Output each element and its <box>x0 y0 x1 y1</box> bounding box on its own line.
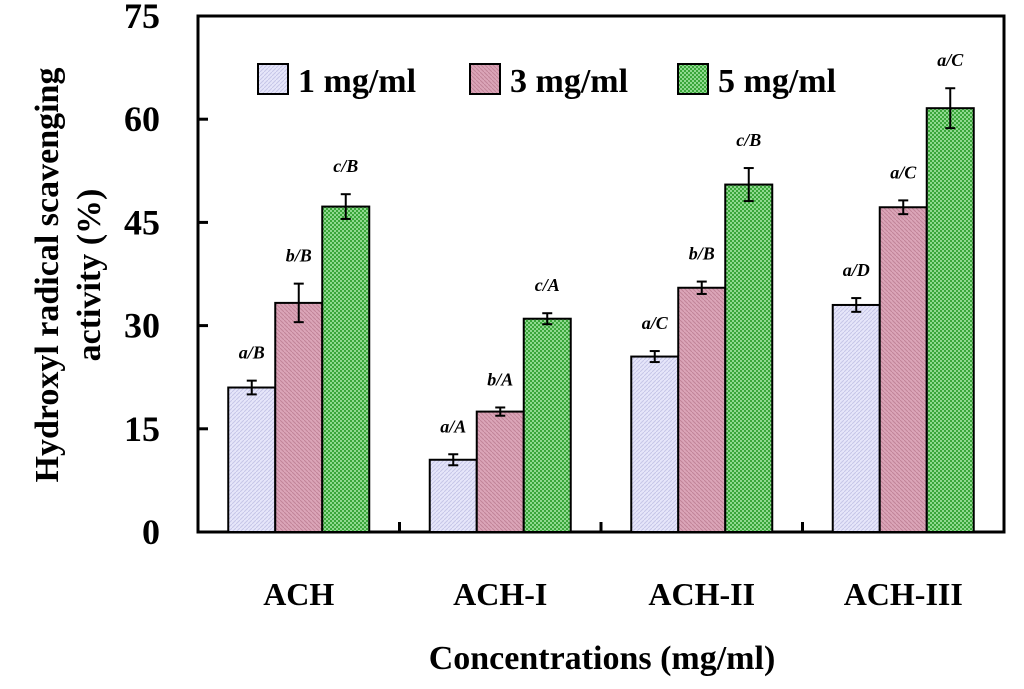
legend-label: 1 mg/ml <box>298 63 416 100</box>
significance-label: c/A <box>535 275 560 295</box>
bar <box>522 317 572 533</box>
y-tick-label: 15 <box>124 409 160 449</box>
significance-label: a/D <box>843 260 870 280</box>
bar <box>677 286 727 534</box>
significance-label: a/B <box>239 343 265 363</box>
y-axis-title-line-1: Hydroxyl radical scavenging <box>29 68 66 483</box>
y-tick-label: 30 <box>124 306 160 346</box>
legend-swatch <box>257 63 289 95</box>
legend: 1 mg/ml 3 mg/ml 5 mg/ml <box>257 63 836 100</box>
significance-label: c/B <box>333 156 358 176</box>
significance-label: b/A <box>487 369 513 389</box>
x-axis-title: Concentrations (mg/ml) <box>429 640 776 677</box>
y-tick-label: 45 <box>124 202 160 242</box>
legend-label: 3 mg/ml <box>510 63 628 100</box>
y-tick-label: 60 <box>124 99 160 139</box>
bar <box>428 458 478 534</box>
x-tick-label: ACH-II <box>648 576 755 612</box>
x-tick-label: ACH-I <box>453 576 547 612</box>
y-axis-title-line-2: activity (%) <box>71 189 108 362</box>
y-tick-label: 75 <box>124 0 160 36</box>
bar <box>321 205 371 534</box>
bar <box>475 410 525 534</box>
bar <box>925 107 975 534</box>
bar <box>878 206 928 533</box>
bar <box>630 355 680 533</box>
bar <box>724 183 774 533</box>
x-tick-label: ACH <box>263 576 334 612</box>
legend-label: 5 mg/ml <box>718 63 836 100</box>
significance-label: b/B <box>689 244 715 264</box>
significance-label: a/C <box>937 50 964 70</box>
bar <box>831 303 881 533</box>
legend-swatch <box>469 63 501 95</box>
significance-label: a/C <box>642 313 669 333</box>
plot-area: 0 15 30 45 60 75 ACH ACH-I ACH-II ACH-III a/B a/A a/… <box>124 0 1006 612</box>
significance-label: a/C <box>890 162 917 182</box>
legend-swatch <box>677 63 709 95</box>
significance-label: b/B <box>286 246 312 266</box>
significance-label: c/B <box>736 130 761 150</box>
bar <box>227 386 277 533</box>
y-tick-label: 0 <box>142 512 160 552</box>
x-tick-label: ACH-III <box>844 576 963 612</box>
bar <box>274 301 324 533</box>
significance-label: a/A <box>440 416 466 436</box>
